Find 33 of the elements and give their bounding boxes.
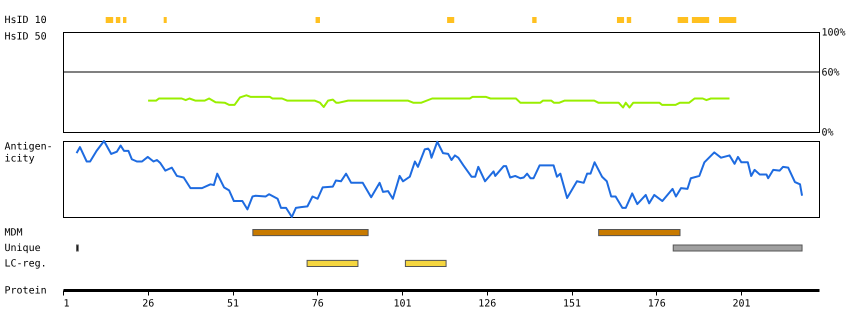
line-series <box>147 94 730 108</box>
bar <box>678 17 688 23</box>
bar <box>692 17 710 23</box>
bar <box>447 17 454 23</box>
y-tick-label: HsID 10 <box>4 15 47 26</box>
bar <box>106 17 114 23</box>
bar <box>123 17 126 23</box>
bar <box>718 17 736 23</box>
x-tick-label: 1 <box>64 298 70 310</box>
bar <box>616 17 624 23</box>
x-tick-label: 51 <box>226 298 240 310</box>
y-tick-label: MDM <box>4 228 23 239</box>
x-tick-label: 76 <box>312 298 324 310</box>
x-tick-label: 176 <box>648 298 666 310</box>
y-axis-title: HsID 50 <box>4 32 47 42</box>
bar <box>316 17 320 23</box>
y-tick-label: 100% <box>822 28 846 38</box>
y-tick-label: 0% <box>822 128 834 138</box>
y-tick-label: Unique <box>4 243 41 254</box>
bar <box>116 17 120 23</box>
bar <box>626 17 632 23</box>
y-tick-label: LC-reg. <box>4 258 47 270</box>
bar <box>164 17 167 23</box>
x-tick-label: 201 <box>732 298 751 310</box>
x-tick-label: 126 <box>478 298 496 310</box>
bar <box>672 244 803 252</box>
x-tick-label: 26 <box>142 298 154 310</box>
x-tick-label: 101 <box>393 298 412 310</box>
x-tick-label: 151 <box>562 298 582 310</box>
y-axis-title: Antigen- icity <box>4 142 53 164</box>
x-axis-title: Protein <box>4 286 47 296</box>
y-tick-label: 60% <box>822 68 840 78</box>
bar <box>532 17 537 23</box>
